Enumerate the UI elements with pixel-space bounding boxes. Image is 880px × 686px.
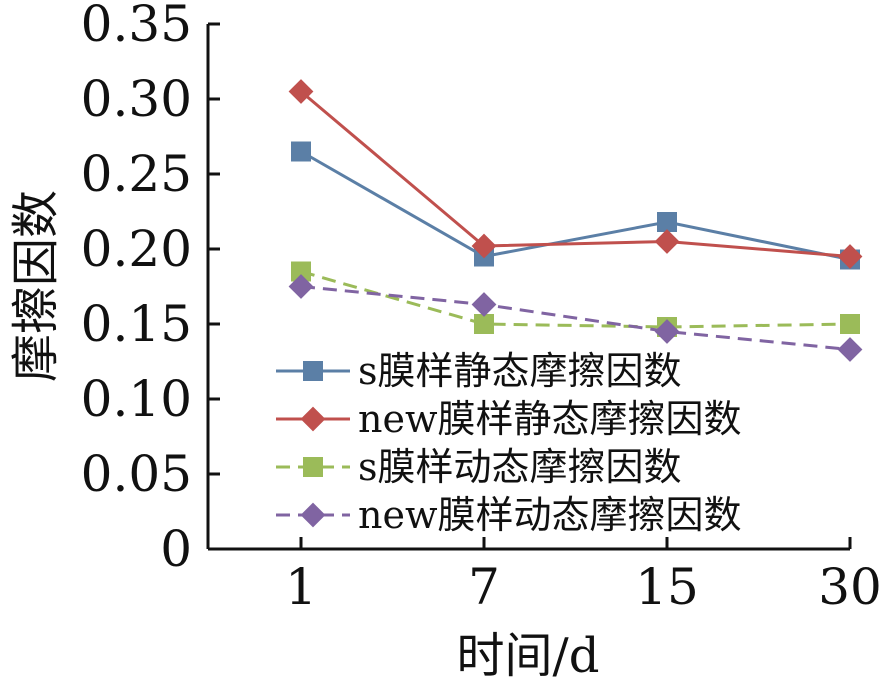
legend-item: s膜样静态摩擦因数 [276,349,682,393]
legend-marker [303,361,323,381]
x-ticks: 1 7 15 30 [285,537,880,616]
y-tick-label: 0.20 [81,220,192,278]
data-point [471,292,497,317]
legend-label: new膜样静态摩擦因数 [358,397,742,441]
y-tick-label: 0.05 [81,445,192,503]
y-axis-title: 摩擦因数 [8,190,64,382]
y-tick-label: 0.10 [81,370,192,428]
data-point [657,212,677,232]
x-tick-label: 7 [468,558,500,616]
legend-item: new膜样静态摩擦因数 [276,397,742,441]
legend-label: s膜样动态摩擦因数 [358,445,682,489]
legend-label: new膜样动态摩擦因数 [358,493,742,537]
series-2 [288,79,863,269]
x-axis: 1 7 15 30 [208,537,880,616]
legend-item: s膜样动态摩擦因数 [276,445,682,489]
series-line [300,150,851,261]
data-point [654,319,680,344]
data-point [474,314,494,334]
legend-marker [300,502,326,528]
legend-item: new膜样动态摩擦因数 [276,493,742,537]
y-ticks: 0 0.05 0.10 0.15 0.20 0.25 0.30 0.35 [81,0,220,578]
y-tick-label: 0.35 [81,0,192,53]
y-tick-label: 0 [160,520,192,578]
series-3 [291,261,860,337]
data-point [288,274,314,299]
data-point [288,79,314,104]
data-point [291,261,311,282]
legend-marker [300,406,326,432]
data-point [654,229,680,254]
series-line [300,270,851,329]
series-line [300,90,851,258]
data-point [840,314,860,334]
y-axis: 0 0.05 0.10 0.15 0.20 0.25 0.30 0.35 [81,0,220,578]
data-point [837,337,863,362]
x-tick-label: 1 [285,558,317,616]
data-point [471,233,497,259]
x-tick-label: 30 [818,558,880,616]
y-tick-label: 0.30 [81,70,192,128]
y-tick-label: 0.25 [81,145,192,203]
y-tick-label: 0.15 [81,295,192,353]
legend-marker [303,457,323,477]
data-point [291,141,311,162]
x-axis-title: 时间/d [457,628,600,684]
x-tick-label: 15 [635,558,699,616]
data-point [837,244,863,269]
legend-label: s膜样静态摩擦因数 [358,349,682,393]
series-line [300,285,851,351]
series-layer [288,79,863,362]
series-4 [288,274,863,362]
